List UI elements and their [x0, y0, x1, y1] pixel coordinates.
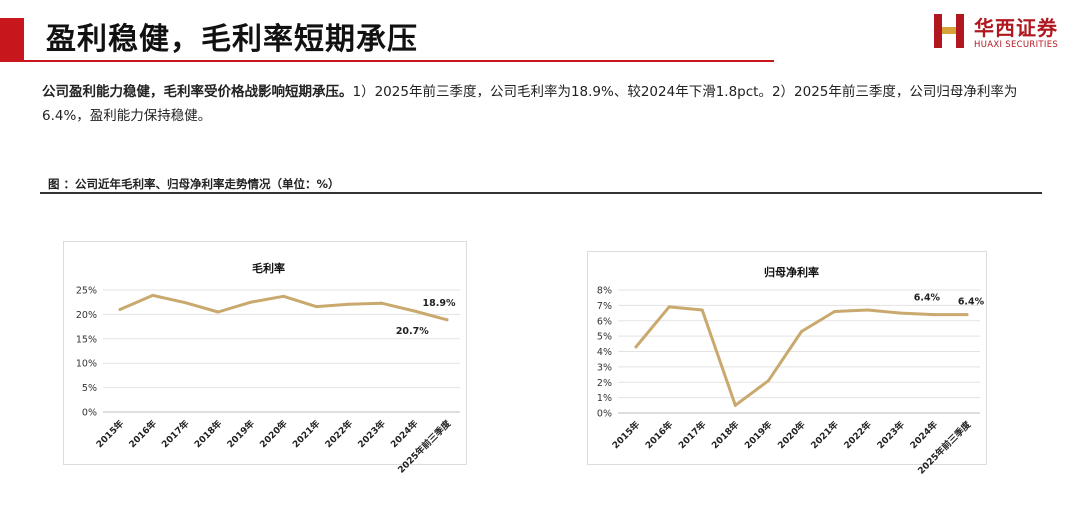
net-margin-x-tick-label: 2023年 — [874, 419, 907, 452]
header-accent-bar — [0, 18, 24, 62]
page-title: 盈利稳健，毛利率短期承压 — [46, 22, 418, 57]
net-margin-data-point — [866, 308, 870, 312]
gross-margin-data-point — [314, 305, 318, 309]
net-margin-x-tick-label: 2015年 — [610, 419, 643, 452]
summary-text: 1）2025年前三季度，公司毛利率为18.9%、较2024年下滑1.8pct。2… — [42, 84, 1018, 124]
net-margin-chart-frame — [587, 251, 987, 465]
gross-margin-data-point — [151, 293, 155, 297]
net-margin-y-tick-label: 7% — [597, 301, 612, 312]
net-margin-data-point — [766, 379, 770, 383]
net-margin-x-tick-label: 2025年前三季度 — [915, 418, 974, 477]
net-margin-data-point — [965, 313, 969, 317]
net-margin-x-tick-label: 2021年 — [808, 419, 841, 452]
summary-paragraph: 公司盈利能力稳健，毛利率受价格战影响短期承压。1）2025年前三季度，公司毛利率… — [42, 80, 1042, 128]
net-margin-data-point — [634, 345, 638, 349]
figure-caption: 图 ：公司近年毛利率、归母净利率走势情况（单位：%） — [48, 177, 340, 191]
net-margin-data-point — [700, 308, 704, 312]
gross-margin-data-point — [347, 302, 351, 306]
net-margin-data-point — [833, 310, 837, 314]
gross-margin-y-tick-label: 25% — [76, 286, 97, 297]
net-margin-data-point — [899, 311, 903, 315]
net-margin-series-line — [634, 305, 969, 407]
net-margin-x-tick-label: 2018年 — [709, 419, 742, 452]
net-margin-data-point — [800, 330, 803, 334]
gross-margin-data-point — [118, 308, 122, 312]
gross-margin-data-point — [282, 294, 285, 298]
net-margin-data-point — [667, 305, 671, 309]
logo-name-cn: 华西证券 — [974, 16, 1058, 40]
title-underline — [24, 60, 774, 62]
net-margin-data-label: 6.4% — [914, 293, 941, 304]
gross-margin-data-label: 20.7% — [396, 326, 429, 337]
gross-margin-data-point — [216, 310, 220, 314]
gross-margin-data-point — [249, 300, 253, 304]
figure-caption-rule — [40, 192, 1042, 194]
net-margin-y-tick-label: 0% — [597, 409, 612, 420]
net-margin-x-tick-label: 2019年 — [742, 419, 775, 452]
net-margin-y-tick-label: 1% — [597, 393, 612, 404]
net-margin-data-point — [932, 313, 936, 317]
net-margin-chart-title: 归母净利率 — [764, 266, 819, 279]
gross-margin-y-tick-label: 15% — [76, 334, 97, 345]
net-margin-x-tick-label: 2017年 — [676, 419, 709, 452]
net-margin-y-tick-label: 6% — [597, 316, 612, 327]
gross-margin-chart-title: 毛利率 — [252, 262, 285, 275]
net-margin-y-tick-label: 4% — [597, 347, 612, 358]
gross-margin-data-point — [445, 318, 449, 322]
net-margin-y-tick-label: 5% — [597, 332, 612, 343]
huaxi-logo-icon — [934, 14, 964, 48]
gross-margin-y-tick-label: 10% — [76, 359, 97, 370]
net-margin-x-tick-label: 2020年 — [775, 419, 808, 452]
logo-name-en: HUAXI SECURITIES — [974, 40, 1059, 50]
summary-bold: 公司盈利能力稳健，毛利率受价格战影响短期承压。 — [42, 84, 353, 100]
gross-margin-y-tick-label: 5% — [82, 383, 97, 394]
gross-margin-data-point — [183, 301, 187, 305]
net-margin-y-tick-label: 2% — [597, 378, 612, 389]
gross-margin-data-point — [380, 301, 384, 305]
gross-margin-data-point — [412, 309, 416, 313]
company-logo: 华西证券 HUAXI SECURITIES — [932, 8, 1072, 56]
net-margin-data-point — [733, 403, 737, 407]
net-margin-data-label: 6.4% — [958, 297, 985, 308]
gross-margin-data-label: 18.9% — [423, 298, 456, 309]
gross-margin-y-tick-label: 20% — [76, 310, 97, 321]
gross-margin-y-tick-label: 0% — [82, 408, 97, 419]
net-margin-x-tick-label: 2024年 — [907, 419, 940, 452]
net-margin-x-tick-label: 2022年 — [841, 419, 874, 452]
net-margin-y-tick-label: 3% — [597, 362, 612, 373]
gross-margin-chart-frame — [63, 241, 467, 465]
net-margin-x-tick-label: 2016年 — [643, 419, 676, 452]
net-margin-y-tick-label: 8% — [597, 286, 612, 297]
